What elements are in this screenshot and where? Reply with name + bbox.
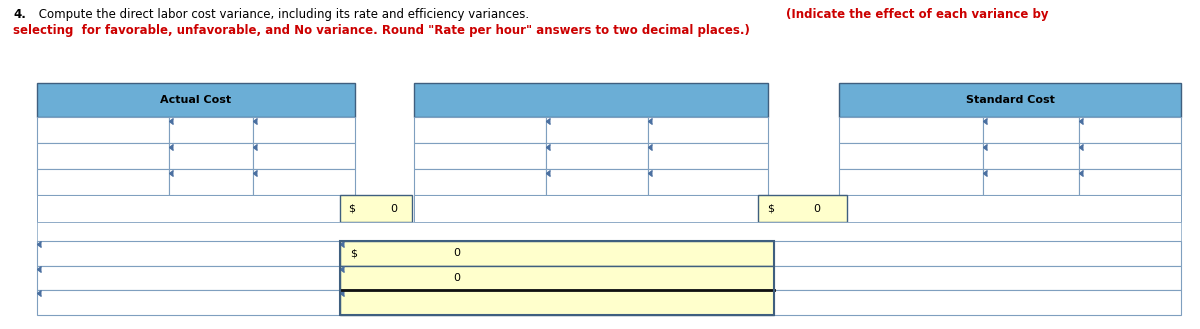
FancyBboxPatch shape (546, 117, 648, 143)
FancyBboxPatch shape (840, 195, 1181, 222)
FancyBboxPatch shape (983, 169, 1079, 195)
FancyBboxPatch shape (414, 143, 546, 169)
FancyBboxPatch shape (840, 117, 983, 143)
FancyBboxPatch shape (341, 241, 774, 266)
FancyBboxPatch shape (341, 195, 412, 222)
Text: $: $ (348, 204, 355, 214)
Text: 0: 0 (390, 204, 397, 214)
FancyBboxPatch shape (648, 169, 768, 195)
FancyBboxPatch shape (840, 143, 983, 169)
FancyBboxPatch shape (1079, 169, 1181, 195)
FancyBboxPatch shape (37, 117, 169, 143)
FancyBboxPatch shape (840, 169, 983, 195)
FancyBboxPatch shape (253, 117, 354, 143)
Text: $: $ (349, 248, 356, 258)
FancyBboxPatch shape (341, 290, 774, 315)
Text: 0: 0 (452, 273, 460, 283)
FancyBboxPatch shape (37, 266, 341, 290)
Text: Standard Cost: Standard Cost (966, 95, 1055, 105)
Text: 4.: 4. (13, 8, 26, 21)
FancyBboxPatch shape (169, 117, 253, 143)
FancyBboxPatch shape (253, 143, 354, 169)
FancyBboxPatch shape (37, 143, 169, 169)
FancyBboxPatch shape (169, 169, 253, 195)
FancyBboxPatch shape (341, 266, 774, 290)
Text: selecting  for favorable, unfavorable, and No variance. Round "Rate per hour" an: selecting for favorable, unfavorable, an… (13, 24, 750, 37)
FancyBboxPatch shape (37, 83, 354, 117)
Text: 0: 0 (814, 204, 820, 214)
FancyBboxPatch shape (37, 169, 169, 195)
FancyBboxPatch shape (758, 195, 847, 222)
Text: (Indicate the effect of each variance by: (Indicate the effect of each variance by (786, 8, 1048, 21)
FancyBboxPatch shape (169, 143, 253, 169)
FancyBboxPatch shape (983, 143, 1079, 169)
FancyBboxPatch shape (774, 241, 1181, 266)
FancyBboxPatch shape (37, 195, 360, 222)
FancyBboxPatch shape (774, 266, 1181, 290)
FancyBboxPatch shape (414, 117, 546, 143)
Text: Compute the direct labor cost variance, including its rate and efficiency varian: Compute the direct labor cost variance, … (35, 8, 533, 21)
FancyBboxPatch shape (546, 143, 648, 169)
FancyBboxPatch shape (1079, 117, 1181, 143)
FancyBboxPatch shape (648, 143, 768, 169)
Text: 0: 0 (452, 248, 460, 258)
FancyBboxPatch shape (414, 169, 546, 195)
FancyBboxPatch shape (546, 169, 648, 195)
FancyBboxPatch shape (983, 117, 1079, 143)
FancyBboxPatch shape (253, 169, 354, 195)
FancyBboxPatch shape (414, 83, 768, 117)
FancyBboxPatch shape (37, 290, 341, 315)
FancyBboxPatch shape (37, 241, 341, 266)
FancyBboxPatch shape (840, 83, 1181, 117)
FancyBboxPatch shape (1079, 143, 1181, 169)
FancyBboxPatch shape (648, 117, 768, 143)
FancyBboxPatch shape (37, 222, 1181, 241)
Text: Actual Cost: Actual Cost (161, 95, 232, 105)
FancyBboxPatch shape (774, 290, 1181, 315)
Text: $: $ (768, 204, 775, 214)
FancyBboxPatch shape (414, 195, 768, 222)
